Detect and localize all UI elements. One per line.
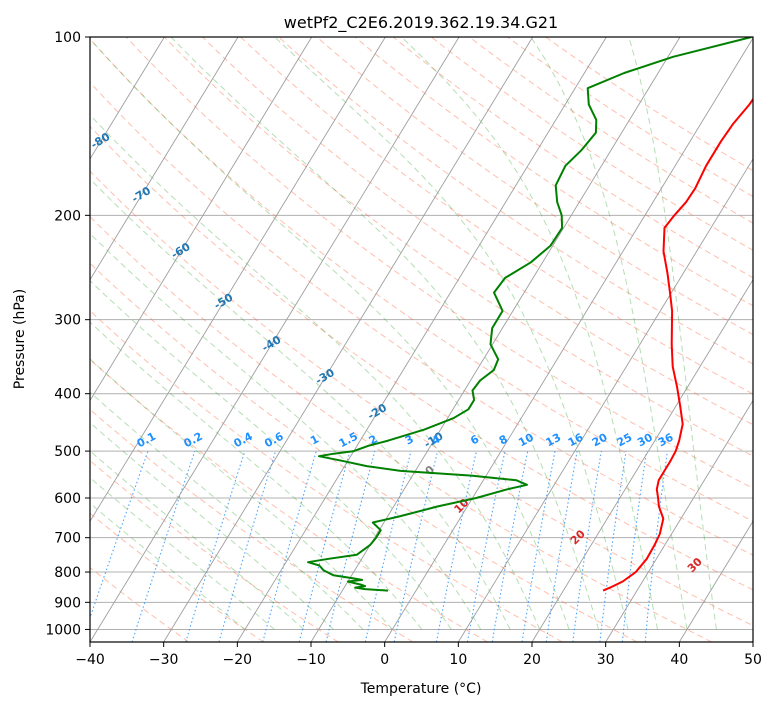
y-tick-label: 200 bbox=[54, 208, 81, 224]
y-tick-label: 300 bbox=[54, 313, 81, 329]
y-tick-label: 700 bbox=[54, 531, 81, 547]
x-tick-label: 30 bbox=[597, 652, 615, 668]
x-axis-label: Temperature (°C) bbox=[360, 681, 482, 697]
chart-title: wetPf2_C2E6.2019.362.19.34.G21 bbox=[284, 13, 558, 33]
y-tick-label: 900 bbox=[54, 595, 81, 611]
x-tick-label: 0 bbox=[380, 652, 389, 668]
x-tick-label: −30 bbox=[149, 652, 179, 668]
y-axis-label: Pressure (hPa) bbox=[12, 289, 28, 389]
x-tick-label: −40 bbox=[75, 652, 105, 668]
x-tick-label: 20 bbox=[523, 652, 541, 668]
x-tick-label: −10 bbox=[296, 652, 326, 668]
y-tick-label: 1000 bbox=[45, 622, 81, 638]
x-tick-label: 40 bbox=[670, 652, 688, 668]
x-tick-label: 10 bbox=[449, 652, 467, 668]
x-tick-label: 50 bbox=[744, 652, 762, 668]
y-tick-label: 500 bbox=[54, 444, 81, 460]
x-tick-label: −20 bbox=[223, 652, 253, 668]
y-tick-label: 400 bbox=[54, 387, 81, 403]
y-tick-label: 100 bbox=[54, 30, 81, 46]
y-tick-label: 800 bbox=[54, 565, 81, 581]
y-tick-label: 600 bbox=[54, 491, 81, 507]
